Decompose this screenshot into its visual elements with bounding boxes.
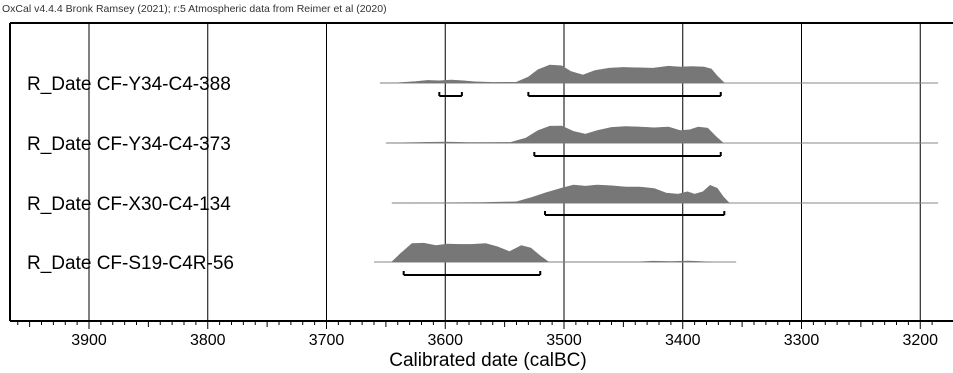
series-3 (391, 184, 939, 216)
series-2 (385, 125, 939, 157)
range-bracket (527, 92, 722, 97)
tick-label-3900: 3900 (71, 332, 107, 349)
tick-label-3800: 3800 (190, 332, 226, 349)
range-bracket (533, 152, 722, 157)
probability-distribution (391, 242, 713, 263)
tick-label-3200: 3200 (902, 332, 938, 349)
series-4 (374, 242, 737, 276)
series-1 (379, 64, 939, 97)
probability-distribution (391, 184, 730, 204)
range-bracket (402, 271, 542, 276)
tick-label-3500: 3500 (546, 332, 582, 349)
tick-label-3700: 3700 (309, 332, 345, 349)
tick-label-3600: 3600 (427, 332, 463, 349)
series-label: R_Date CF-S19-C4R-56 (27, 253, 234, 274)
probability-distribution (385, 125, 724, 144)
series-label: R_Date CF-Y34-C4-388 (27, 74, 231, 95)
series-label: R_Date CF-Y34-C4-373 (27, 134, 231, 155)
probability-distribution (379, 64, 726, 84)
tick-label-3300: 3300 (784, 332, 820, 349)
x-axis-title: Calibrated date (calBC) (389, 350, 586, 371)
range-bracket (438, 92, 463, 97)
tick-label-3400: 3400 (665, 332, 701, 349)
series-label: R_Date CF-X30-C4-134 (27, 194, 231, 215)
header-text: OxCal v4.4.4 Bronk Ramsey (2021); r:5 At… (2, 3, 387, 15)
range-bracket (544, 211, 726, 216)
